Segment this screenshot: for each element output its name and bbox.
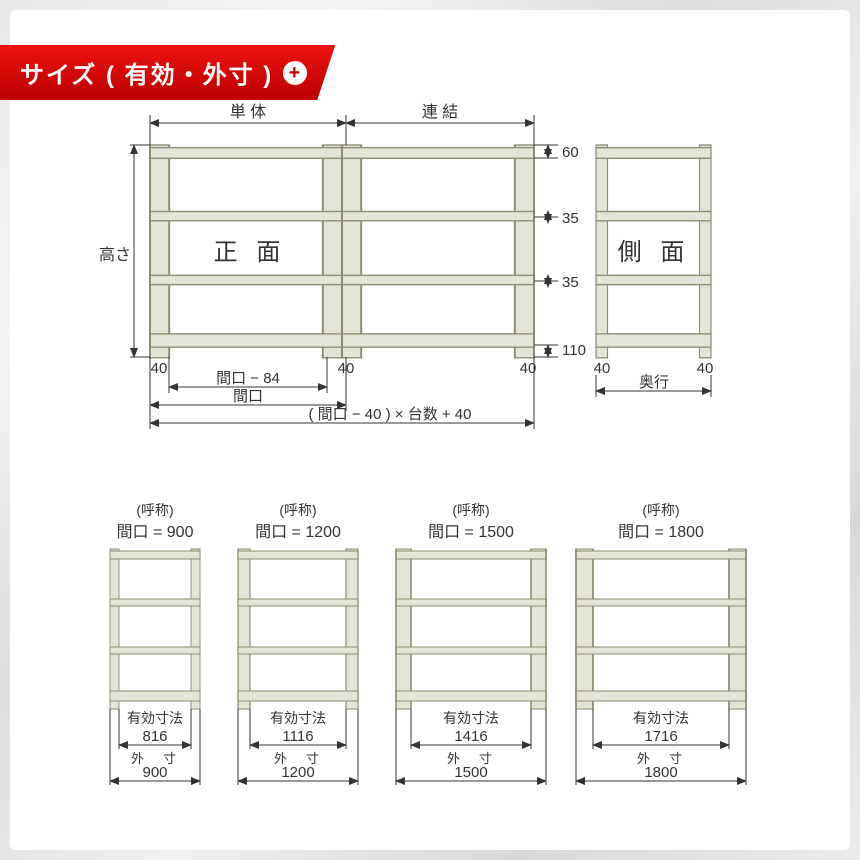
dim-value: 900 [142, 764, 167, 781]
label-tantai: 単 体 [230, 103, 266, 121]
label-sokumen: 側 面 [618, 239, 691, 266]
eff-label: 有効寸法 [127, 710, 183, 726]
dim-value: 1116 [282, 728, 313, 745]
nominal-label: (呼称) [642, 502, 679, 518]
variant-900: (呼称)間口 = 900有効寸法816外 寸900 [110, 502, 200, 785]
dim-okuyuki: 奥行 [639, 374, 669, 391]
label-renketsu: 連 結 [422, 103, 458, 121]
variants: (呼称)間口 = 900有効寸法816外 寸900(呼称)間口 = 1200有効… [110, 502, 746, 785]
eff-label: 有効寸法 [443, 710, 499, 726]
dim-value: 1716 [644, 728, 677, 745]
dim-value: 1200 [281, 764, 314, 781]
dim-40l: 40 [151, 360, 168, 377]
dim-formula: ( 間口 − 40 ) × 台数 + 40 [309, 406, 472, 423]
width-label: 間口 = 900 [117, 524, 194, 541]
nominal-label: (呼称) [279, 502, 316, 518]
dim-40s2: 40 [697, 360, 714, 377]
variant-1200: (呼称)間口 = 1200有効寸法1116外 寸1200 [238, 502, 358, 785]
top-front-view: 単 体 連 結 正 面 高さ 60 35 35 110 40 40 40 間口 … [99, 103, 586, 429]
dim-value: 1416 [454, 728, 487, 745]
width-label: 間口 = 1200 [255, 524, 341, 541]
diagram: 単 体 連 結 正 面 高さ 60 35 35 110 40 40 40 間口 … [0, 0, 860, 860]
label-takasa: 高さ [99, 246, 131, 264]
dim-110: 110 [562, 342, 586, 359]
dim-maguchi: 間口 [233, 388, 263, 405]
dim-60: 60 [562, 144, 579, 161]
dim-value: 1500 [454, 764, 487, 781]
nominal-label: (呼称) [136, 502, 173, 518]
dim-35a: 35 [562, 210, 579, 227]
dim-value: 816 [142, 728, 167, 745]
dim-value: 1800 [644, 764, 677, 781]
eff-label: 有効寸法 [633, 710, 689, 726]
width-label: 間口 = 1800 [618, 524, 704, 541]
width-label: 間口 = 1500 [428, 524, 514, 541]
variant-1500: (呼称)間口 = 1500有効寸法1416外 寸1500 [396, 502, 546, 785]
dim-maguchi-m84: 間口 − 84 [216, 370, 280, 387]
label-seimen: 正 面 [214, 239, 287, 266]
dim-40s1: 40 [594, 360, 611, 377]
nominal-label: (呼称) [452, 502, 489, 518]
top-side-view: 側 面 40 40 奥行 [594, 145, 714, 397]
dim-35b: 35 [562, 274, 579, 291]
variant-1800: (呼称)間口 = 1800有効寸法1716外 寸1800 [576, 502, 746, 785]
eff-label: 有効寸法 [270, 710, 326, 726]
